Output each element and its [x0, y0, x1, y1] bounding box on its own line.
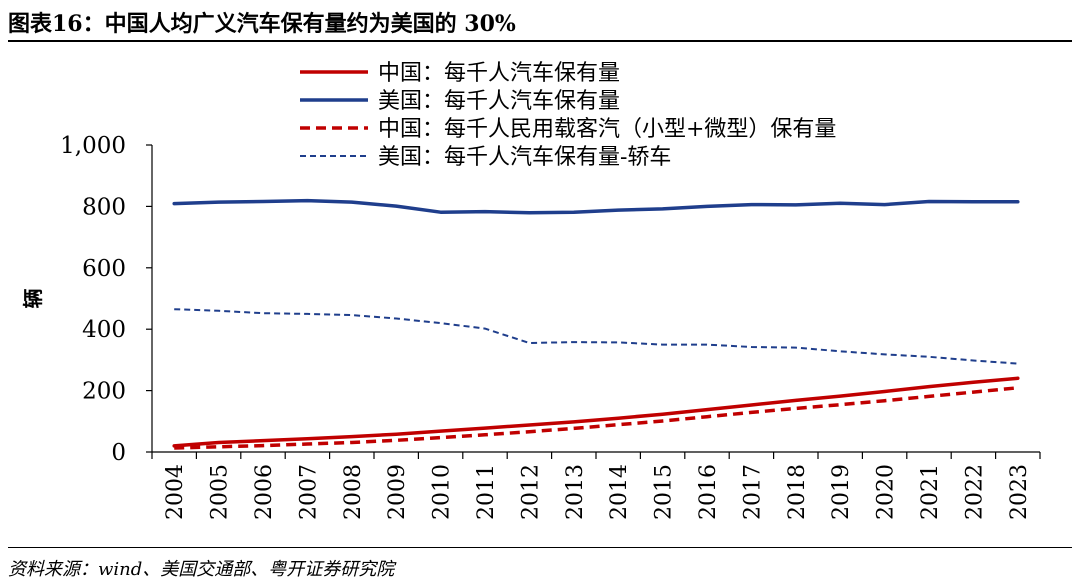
- series-line-2: [172, 198, 1020, 215]
- x-tick-label: 2010: [430, 464, 455, 520]
- series-line-1: [172, 376, 1020, 448]
- bottom-rule: [8, 547, 1072, 548]
- plot-lines: [172, 198, 1020, 450]
- x-tick-label: 2021: [918, 464, 943, 520]
- x-tick-label: 2004: [163, 464, 188, 520]
- x-tick-label: 2006: [252, 464, 277, 520]
- x-tick-label: 2023: [1007, 464, 1032, 520]
- legend-label-2: 美国：每千人汽车保有量: [378, 89, 620, 114]
- x-tick-label: 2007: [296, 464, 321, 520]
- x-tick-label: 2011: [474, 464, 499, 520]
- x-tick-label: 2020: [874, 464, 899, 520]
- title-rule: [8, 40, 1072, 42]
- x-axis: 2004 2005 2006 2007 2008 2009 2010 2011 2012 2013…: [151, 451, 1041, 520]
- x-tick-label: 2016: [696, 464, 721, 520]
- figure-title: 图表16：中国人均广义汽车保有量约为美国的 30%: [8, 11, 516, 37]
- legend-label-1: 中国：每千人汽车保有量: [378, 61, 620, 86]
- x-tick-label: 2014: [607, 464, 632, 520]
- x-tick-label: 2013: [563, 464, 588, 520]
- y-tick-label: 200: [82, 379, 126, 405]
- y-axis-label: 辆: [21, 289, 45, 309]
- x-tick-label: 2022: [962, 464, 987, 520]
- y-tick-label: 800: [82, 194, 126, 220]
- legend: 中国：每千人汽车保有量美国：每千人汽车保有量中国：每千人民用载客汽（小型+微型）…: [300, 61, 836, 170]
- x-tick-label: 2015: [652, 464, 677, 520]
- x-tick-label: 2005: [208, 464, 233, 520]
- y-axis: 0 200 400 600 800 1,000: [60, 133, 153, 466]
- x-tick-label: 2012: [518, 464, 543, 520]
- legend-label-4: 美国：每千人汽车保有量-轿车: [378, 145, 671, 170]
- series-line-3: [174, 386, 1018, 450]
- y-tick-label: 1,000: [60, 133, 126, 159]
- series-line-4: [174, 308, 1018, 365]
- y-tick-label: 600: [82, 256, 126, 282]
- y-tick-label: 400: [82, 317, 126, 343]
- x-tick-label: 2018: [785, 464, 810, 520]
- x-tick-label: 2019: [829, 464, 854, 520]
- x-tick-label: 2008: [341, 464, 366, 520]
- legend-label-3: 中国：每千人民用载客汽（小型+微型）保有量: [378, 117, 836, 142]
- y-tick-label: 0: [111, 440, 126, 466]
- x-tick-label: 2009: [385, 464, 410, 520]
- x-tick-label: 2017: [740, 464, 765, 520]
- source-note: 资料来源：wind、美国交通部、粤开证券研究院: [8, 559, 395, 580]
